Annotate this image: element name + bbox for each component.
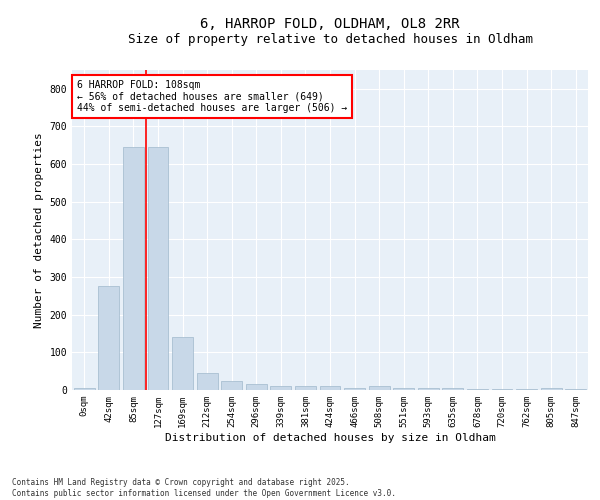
Bar [74, 388, 95, 390]
Bar [541, 388, 562, 390]
Bar [98, 286, 119, 390]
Bar [123, 147, 144, 390]
X-axis label: Distribution of detached houses by size in Oldham: Distribution of detached houses by size … [164, 432, 496, 442]
Bar [442, 388, 463, 390]
Bar [172, 338, 193, 390]
Bar [565, 389, 586, 390]
Y-axis label: Number of detached properties: Number of detached properties [34, 132, 44, 328]
Text: Size of property relative to detached houses in Oldham: Size of property relative to detached ho… [128, 32, 533, 46]
Bar [221, 380, 242, 390]
Bar [491, 389, 512, 390]
Bar [271, 386, 292, 390]
Text: Contains HM Land Registry data © Crown copyright and database right 2025.
Contai: Contains HM Land Registry data © Crown c… [12, 478, 396, 498]
Bar [197, 373, 218, 390]
Bar [393, 388, 414, 390]
Bar [368, 386, 389, 390]
Bar [516, 389, 537, 390]
Bar [320, 386, 340, 390]
Bar [344, 388, 365, 390]
Bar [295, 386, 316, 390]
Bar [467, 389, 488, 390]
Bar [246, 384, 267, 390]
Text: 6, HARROP FOLD, OLDHAM, OL8 2RR: 6, HARROP FOLD, OLDHAM, OL8 2RR [200, 18, 460, 32]
Bar [418, 388, 439, 390]
Bar [148, 147, 169, 390]
Text: 6 HARROP FOLD: 108sqm
← 56% of detached houses are smaller (649)
44% of semi-det: 6 HARROP FOLD: 108sqm ← 56% of detached … [77, 80, 347, 113]
